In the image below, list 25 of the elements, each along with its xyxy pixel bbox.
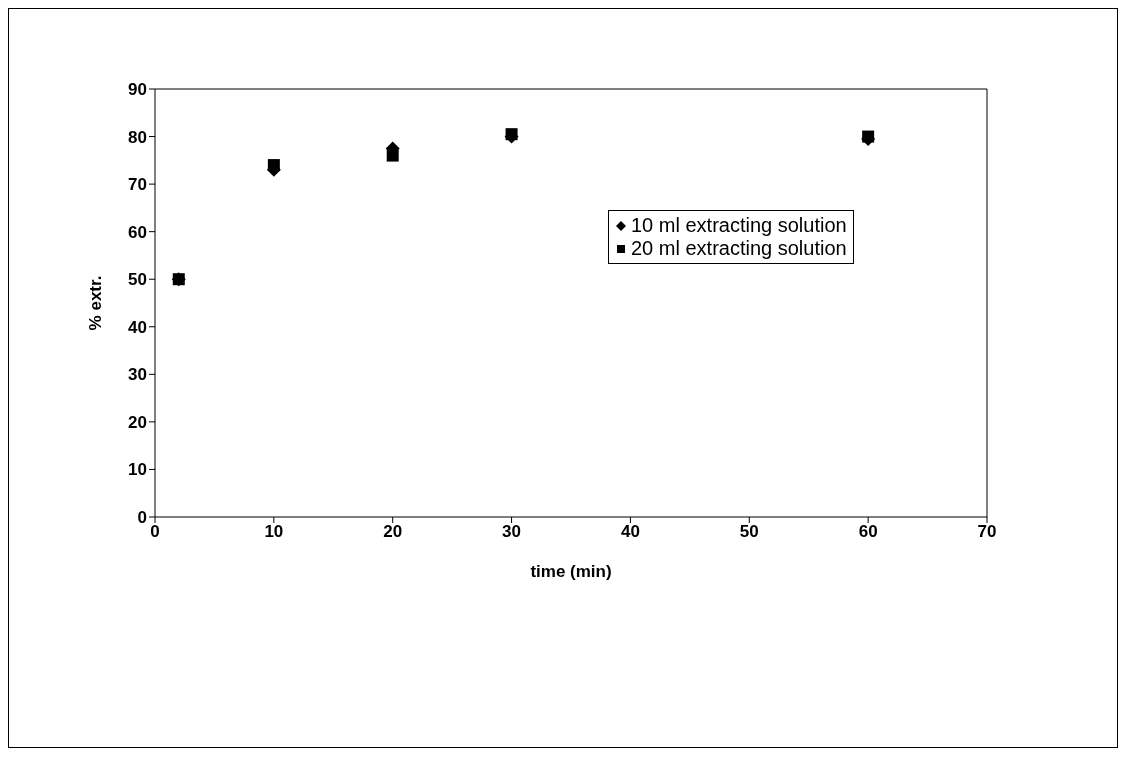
y-tick-label: 70 bbox=[128, 175, 147, 195]
y-axis-title: % extr. bbox=[86, 275, 106, 331]
point bbox=[386, 149, 399, 162]
legend-label: 20 ml extracting solution bbox=[631, 237, 847, 260]
x-tick-label: 50 bbox=[739, 522, 759, 542]
y-tick-label: 30 bbox=[128, 365, 147, 385]
point bbox=[172, 273, 185, 286]
y-tick-label: 20 bbox=[128, 412, 147, 432]
x-tick-label: 70 bbox=[977, 522, 997, 542]
y-tick-label: 60 bbox=[128, 222, 147, 242]
y-tick-label: 0 bbox=[137, 508, 147, 528]
x-tick-label: 0 bbox=[150, 522, 160, 542]
x-tick-label: 30 bbox=[502, 522, 522, 542]
y-tick-label: 50 bbox=[128, 270, 147, 290]
legend-label: 10 ml extracting solution bbox=[631, 214, 847, 237]
point bbox=[267, 159, 280, 172]
x-tick-label: 40 bbox=[620, 522, 640, 542]
x-tick-label: 10 bbox=[264, 522, 284, 542]
x-tick-label: 20 bbox=[383, 522, 403, 542]
y-tick-label: 40 bbox=[128, 317, 147, 337]
x-axis-title: time (min) bbox=[530, 562, 612, 581]
x-tick-label: 60 bbox=[858, 522, 878, 542]
y-tick-label: 10 bbox=[128, 460, 147, 480]
y-tick-label: 80 bbox=[128, 127, 147, 147]
y-tick-label: 90 bbox=[128, 80, 147, 100]
